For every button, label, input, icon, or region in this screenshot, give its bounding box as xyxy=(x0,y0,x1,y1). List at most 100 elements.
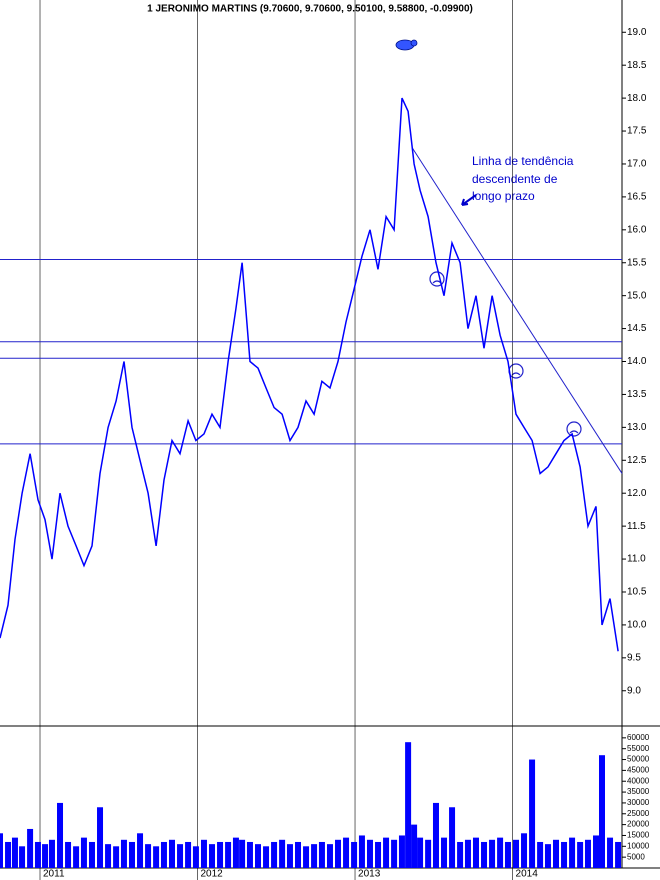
volume-bar xyxy=(105,844,112,868)
y-tick-label: 25000 xyxy=(627,809,650,818)
volume-bar xyxy=(88,841,95,868)
volume-bar xyxy=(311,844,318,868)
y-tick-label: 13.5 xyxy=(627,389,647,400)
volume-bar xyxy=(351,841,358,868)
volume-bar xyxy=(607,837,614,868)
volume-bar xyxy=(263,846,270,868)
volume-bar xyxy=(449,807,456,868)
volume-bar xyxy=(200,839,207,868)
volume-bar xyxy=(42,844,49,868)
volume-bar xyxy=(411,824,418,868)
volume-bar xyxy=(246,841,253,868)
volume-bar xyxy=(615,841,622,868)
y-tick-label: 50000 xyxy=(627,755,650,764)
volume-bar xyxy=(375,841,382,868)
volume-bar xyxy=(398,835,405,868)
volume-bar xyxy=(577,841,584,868)
annotation-arrow xyxy=(461,194,477,206)
volume-bar xyxy=(472,837,479,868)
volume-bar xyxy=(537,841,544,868)
y-tick-label: 60000 xyxy=(627,733,650,742)
volume-bar xyxy=(593,835,600,868)
volume-bar xyxy=(391,839,398,868)
volume-bar xyxy=(254,844,261,868)
volume-bar xyxy=(286,844,293,868)
volume-bar xyxy=(553,839,560,868)
volume-bar xyxy=(598,755,605,868)
y-tick-label: 20000 xyxy=(627,820,650,829)
volume-bar xyxy=(569,837,576,868)
y-tick-label: 11.0 xyxy=(627,554,646,565)
volume-bar xyxy=(425,839,432,868)
y-tick-label: 15.5 xyxy=(627,257,647,268)
annotation: Linha de tendência xyxy=(472,154,574,168)
volume-bar xyxy=(192,846,199,868)
y-tick-label: 10.5 xyxy=(627,587,647,598)
volume-bar xyxy=(209,844,216,868)
volume-bar xyxy=(217,841,224,868)
x-tick-label: 2014 xyxy=(516,869,539,880)
volume-bar xyxy=(279,839,286,868)
annotation: descendente de xyxy=(472,172,558,186)
volume-bar xyxy=(5,841,12,868)
volume-bar xyxy=(239,839,246,868)
y-tick-label: 13.0 xyxy=(627,422,647,433)
volume-bar xyxy=(489,839,496,868)
y-tick-label: 16.5 xyxy=(627,192,647,203)
volume-bar xyxy=(343,837,350,868)
volume-bar xyxy=(584,839,591,868)
volume-bar xyxy=(326,844,333,868)
volume-bar xyxy=(512,839,519,868)
y-tick-label: 19.0 xyxy=(627,27,647,38)
volume-bar xyxy=(185,841,192,868)
volume-bar xyxy=(48,839,55,868)
volume-bar xyxy=(232,837,239,868)
volume-bar xyxy=(497,837,504,868)
volume-bar xyxy=(19,846,26,868)
y-tick-label: 5000 xyxy=(627,852,645,861)
y-tick-label: 15.0 xyxy=(627,290,647,301)
volume-bar xyxy=(11,837,18,868)
volume-bar xyxy=(177,844,184,868)
y-tick-label: 12.5 xyxy=(627,455,647,466)
y-tick-label: 17.5 xyxy=(627,126,647,137)
volume-bar xyxy=(57,802,64,868)
volume-bar xyxy=(383,837,390,868)
volume-bar xyxy=(366,839,373,868)
y-tick-label: 10000 xyxy=(627,841,650,850)
y-tick-label: 9.5 xyxy=(627,652,641,663)
x-tick-label: 2012 xyxy=(201,869,224,880)
y-tick-label: 12.0 xyxy=(627,488,647,499)
volume-bar xyxy=(303,846,310,868)
volume-bar xyxy=(358,835,365,868)
volume-bar xyxy=(153,846,160,868)
volume-bar xyxy=(137,833,144,868)
volume-bar xyxy=(441,837,448,868)
volume-bar xyxy=(128,841,135,868)
volume-bar xyxy=(145,844,152,868)
volume-bar xyxy=(432,802,439,868)
volume-bar xyxy=(481,841,488,868)
trend-line xyxy=(411,147,623,474)
volume-bar xyxy=(225,841,232,868)
y-tick-label: 55000 xyxy=(627,744,650,753)
volume-bar xyxy=(27,828,34,868)
y-tick-label: 17.0 xyxy=(627,159,647,170)
volume-bar xyxy=(295,841,302,868)
y-tick-label: 9.0 xyxy=(627,685,641,696)
volume-bar xyxy=(521,833,528,868)
volume-bar xyxy=(160,841,167,868)
volume-bar xyxy=(34,841,41,868)
volume-bar xyxy=(97,807,104,868)
y-tick-label: 35000 xyxy=(627,787,650,796)
volume-bar xyxy=(271,841,278,868)
volume-bar xyxy=(417,837,424,868)
y-tick-label: 15000 xyxy=(627,831,650,840)
volume-bar xyxy=(464,839,471,868)
volume-bar xyxy=(504,841,511,868)
volume-bar xyxy=(544,844,551,868)
x-tick-label: 2011 xyxy=(43,869,65,880)
volume-bar xyxy=(0,833,3,868)
